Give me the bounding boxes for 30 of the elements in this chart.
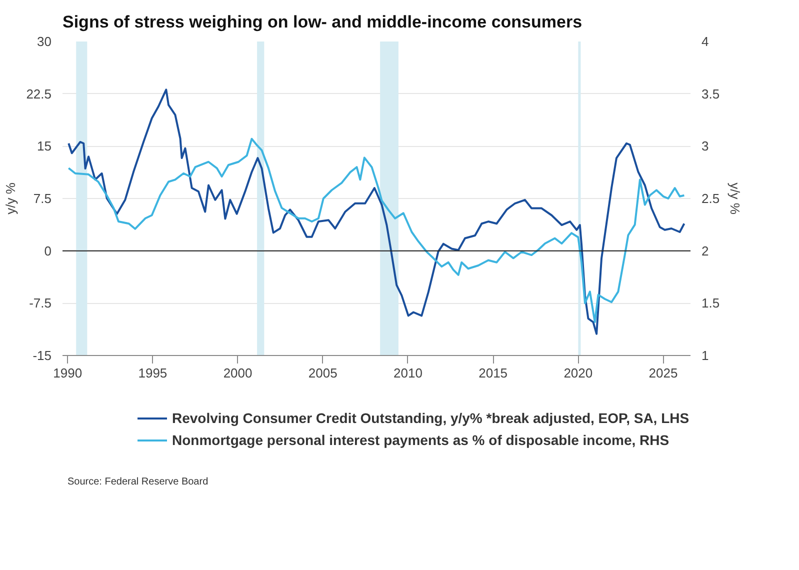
legend-label: Nonmortgage personal interest payments as % of disposable income, RHS (172, 432, 670, 448)
x-tick-label: 2015 (478, 366, 508, 380)
y-tick-label: 15 (37, 138, 52, 154)
y-tick-label: 0 (44, 243, 52, 258)
x-tick-label: 2025 (648, 366, 678, 380)
x-tick-label: 2020 (564, 366, 593, 380)
x-tick-label: 2000 (223, 366, 252, 380)
line-series (68, 138, 686, 324)
x-tick-label: 1995 (138, 366, 168, 380)
y2-tick-label: 1.5 (702, 296, 720, 311)
chart-title: Signs of stress weighing on low- and middle-income consumers (62, 12, 582, 32)
y-tick-label: 7.5 (33, 191, 52, 206)
y2-tick-label: 2 (702, 243, 709, 258)
line-series (68, 88, 686, 335)
y2-tick-label: 3 (702, 138, 709, 154)
source-note: Source: Federal Reserve Board (68, 476, 208, 488)
y2-tick-label: 4 (702, 34, 709, 49)
y-tick-label: -7.5 (29, 296, 52, 311)
y2-tick-label: 1 (702, 348, 709, 363)
x-tick-label: 1990 (53, 366, 82, 380)
y2-axis-title: y/y % (728, 182, 743, 215)
y-axis-title: y/y % (3, 182, 18, 214)
x-tick-label: 2005 (308, 366, 338, 380)
y-tick-label: 22.5 (26, 86, 52, 102)
y2-tick-label: 2.5 (702, 191, 720, 206)
y-tick-label: -15 (32, 348, 52, 363)
y2-tick-label: 3.5 (702, 86, 720, 102)
y-tick-label: 30 (37, 34, 52, 49)
legend-label: Revolving Consumer Credit Outstanding, y/y% *break adjusted, EOP, SA, LHS (172, 410, 690, 426)
x-tick-label: 2010 (394, 366, 422, 380)
